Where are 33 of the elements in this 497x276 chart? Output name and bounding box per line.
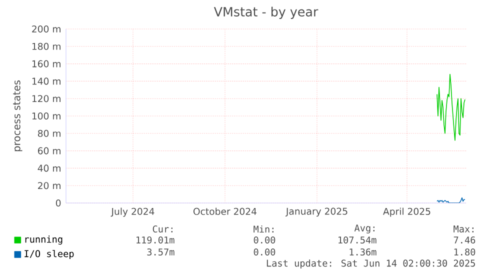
y-tick-label: 20 m <box>38 182 60 190</box>
chart-title: VMstat - by year <box>214 6 318 19</box>
y-tick-label: 180 m <box>32 42 60 50</box>
text: 7.46 <box>454 236 476 244</box>
y-tick-label: 120 m <box>32 95 60 102</box>
text: 0.00 <box>254 248 276 256</box>
text: 0.00 <box>254 236 276 244</box>
text: Max: <box>454 226 474 232</box>
y-tick-label: 160 m <box>32 60 60 68</box>
text: 119.01m <box>136 236 174 244</box>
text: 1.80 <box>454 248 476 256</box>
y-tick-label: 100 m <box>32 112 60 120</box>
text: 3.57m <box>147 248 174 256</box>
y-tick-label: 80 m <box>38 130 60 137</box>
legend-label: running <box>25 236 62 245</box>
y-tick-label: 140 m <box>32 78 60 85</box>
legend-label: I/O sleep <box>24 250 74 260</box>
y-tick-label: 0 <box>56 199 61 207</box>
y-axis-title: process states <box>13 80 22 152</box>
x-tick-label: January 2025 <box>285 208 348 217</box>
line-series <box>436 74 466 141</box>
x-tick-label: April 2025 <box>383 208 430 217</box>
text: Last update: Sat Jun 14 02:00:30 2025 <box>266 259 475 269</box>
text: 107.54m <box>338 236 376 244</box>
text: Avg: <box>354 224 374 234</box>
x-tick-label: October 2024 <box>193 208 256 215</box>
y-tick-label: 200 m <box>32 25 60 33</box>
text: Cur: <box>152 225 172 233</box>
y-tick-label: 40 m <box>38 164 60 172</box>
text: 1.36m <box>350 248 376 256</box>
text: Min: <box>254 225 274 233</box>
y-tick-label: 60 m <box>38 147 60 154</box>
x-tick-label: July 2024 <box>110 208 154 217</box>
